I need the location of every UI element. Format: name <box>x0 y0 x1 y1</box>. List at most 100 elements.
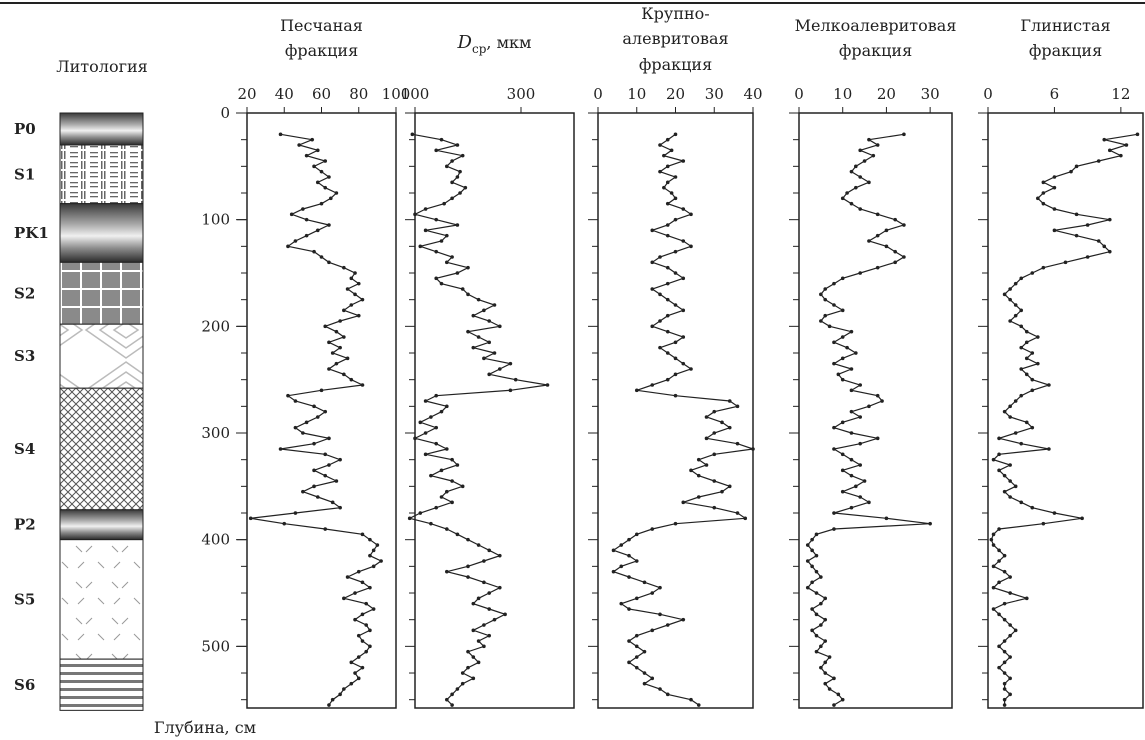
data-point <box>466 329 470 334</box>
data-point <box>810 537 814 542</box>
data-point <box>466 292 470 297</box>
data-point <box>1013 313 1018 318</box>
data-point <box>991 564 996 569</box>
data-point <box>342 308 346 313</box>
data-point <box>681 276 686 281</box>
data-point <box>1107 217 1112 222</box>
data-point <box>858 463 862 467</box>
data-point <box>681 239 686 243</box>
data-point <box>884 244 889 249</box>
data-point <box>1002 569 1007 574</box>
data-point <box>627 639 631 643</box>
data-point <box>312 468 316 473</box>
data-point <box>858 383 862 387</box>
data-point <box>445 164 449 169</box>
data-point <box>849 329 854 334</box>
data-point <box>434 505 439 510</box>
data-point <box>673 175 678 179</box>
data-point <box>1052 185 1057 190</box>
data-point <box>323 473 328 478</box>
data-point <box>323 185 328 190</box>
data-point <box>823 671 828 675</box>
data-point <box>823 660 828 665</box>
data-point <box>1041 191 1046 195</box>
data-point <box>450 457 454 462</box>
data-point <box>704 463 709 467</box>
data-point <box>342 265 346 270</box>
panel-title: фракция <box>839 41 912 60</box>
data-point <box>665 223 670 227</box>
data-point <box>301 431 305 435</box>
data-point <box>460 287 465 291</box>
data-point <box>460 484 465 489</box>
data-point <box>327 463 331 467</box>
data-point <box>810 580 814 585</box>
data-point <box>1036 335 1040 339</box>
data-point <box>681 361 686 366</box>
data-point <box>1096 159 1101 163</box>
data-point <box>650 324 655 329</box>
data-point <box>323 159 328 163</box>
data-point <box>278 447 283 451</box>
data-point <box>492 617 497 622</box>
data-point <box>301 207 305 211</box>
data-point <box>849 431 854 435</box>
data-point <box>884 516 889 521</box>
data-point <box>498 367 502 371</box>
data-point <box>1107 148 1112 153</box>
data-point <box>689 697 693 702</box>
data-point <box>418 511 423 515</box>
data-point <box>854 484 858 489</box>
data-point <box>658 143 662 147</box>
data-point <box>442 201 446 206</box>
data-point <box>673 249 678 254</box>
data-point <box>312 404 316 409</box>
data-point <box>858 415 862 419</box>
data-point <box>319 388 324 393</box>
data-point <box>845 345 849 350</box>
data-point <box>545 383 550 387</box>
data-point <box>840 308 845 313</box>
data-point <box>1002 409 1007 414</box>
data-point <box>840 420 845 425</box>
data-point <box>319 255 324 259</box>
data-point <box>293 511 298 515</box>
data-point <box>681 617 686 622</box>
data-point <box>445 527 449 531</box>
data-point <box>476 543 481 547</box>
data-point <box>665 281 670 286</box>
data-point <box>665 137 670 142</box>
data-point <box>364 649 369 654</box>
data-point <box>665 180 670 185</box>
data-point <box>735 511 740 515</box>
data-point <box>323 452 328 457</box>
data-point <box>673 521 678 526</box>
data-point <box>353 292 357 297</box>
x-tick-label: 100 <box>401 85 430 103</box>
data-point <box>704 436 709 441</box>
data-point <box>1052 175 1057 179</box>
lithology-column: P0 S1 PK1 S2 S3 S4 P2 S5 S6 <box>14 112 144 711</box>
lithology-label-p0: P0 <box>14 120 36 138</box>
panel-1: Песчаная фракция 20 40 60 80 100 <box>237 16 410 709</box>
data-point <box>471 345 476 350</box>
data-point <box>805 585 810 590</box>
data-point <box>1030 505 1035 510</box>
data-point <box>439 239 444 243</box>
data-point <box>1008 297 1012 302</box>
data-point <box>849 473 854 478</box>
data-point <box>1019 276 1024 281</box>
data-point <box>1052 228 1057 233</box>
data-point <box>353 617 357 622</box>
data-point <box>810 548 814 553</box>
data-point <box>991 457 996 462</box>
data-point <box>1124 143 1129 147</box>
x-tick-label: 30 <box>921 85 940 103</box>
data-point <box>832 676 836 681</box>
data-point <box>315 495 320 499</box>
data-point <box>327 260 331 265</box>
data-point <box>991 585 996 590</box>
data-point <box>1008 575 1012 579</box>
data-point <box>832 527 836 531</box>
data-point <box>482 623 486 627</box>
